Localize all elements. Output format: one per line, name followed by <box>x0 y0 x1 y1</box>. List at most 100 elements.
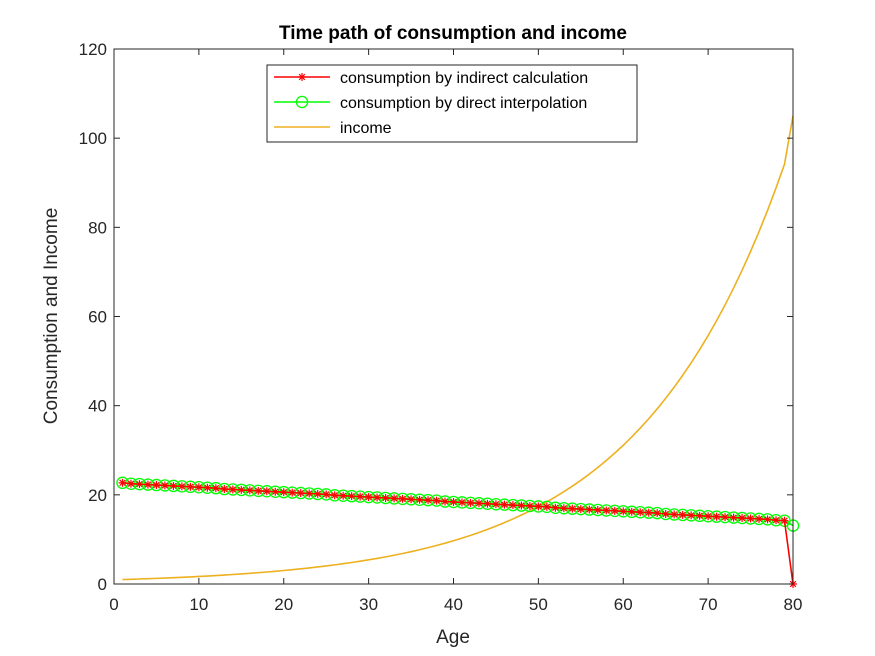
marker-stroke <box>492 500 500 508</box>
data-point-asterisk <box>279 488 288 497</box>
data-point-asterisk <box>500 500 509 509</box>
data-point-asterisk <box>118 478 127 487</box>
marker-stroke <box>501 501 508 508</box>
marker-stroke <box>594 506 602 514</box>
marker-stroke <box>670 511 678 518</box>
marker-stroke <box>314 490 321 498</box>
marker-stroke <box>153 481 160 489</box>
data-point-asterisk <box>288 488 297 497</box>
data-point-asterisk <box>585 505 594 514</box>
marker-stroke <box>416 496 423 503</box>
data-point-asterisk <box>373 493 382 502</box>
marker-stroke <box>246 487 254 494</box>
y-tick-label: 80 <box>88 218 107 237</box>
data-point-asterisk <box>457 498 466 507</box>
data-point-asterisk <box>695 511 704 520</box>
data-point-asterisk <box>143 480 152 489</box>
marker-stroke <box>696 512 703 520</box>
marker-stroke <box>288 489 296 496</box>
data-point-asterisk <box>313 489 322 498</box>
marker-stroke <box>305 490 313 497</box>
marker-stroke <box>229 486 237 493</box>
marker-stroke <box>127 480 135 487</box>
x-tick-label: 70 <box>699 595 718 614</box>
data-point-asterisk <box>661 510 670 519</box>
x-axis-label: Age <box>436 627 470 648</box>
data-point-asterisk <box>407 495 416 504</box>
legend-swatch-marker <box>298 73 306 81</box>
data-point-asterisk <box>271 487 280 496</box>
data-point-asterisk <box>644 508 653 517</box>
legend-label: consumption by indirect calculation <box>340 70 588 87</box>
legend-swatch-marker <box>295 95 309 109</box>
marker-stroke <box>373 494 381 501</box>
data-point-asterisk <box>254 486 263 495</box>
marker-stroke <box>560 504 568 512</box>
marker-stroke <box>509 501 517 509</box>
marker-stroke <box>255 487 262 495</box>
data-point-asterisk <box>653 509 662 518</box>
data-point-asterisk <box>670 510 679 519</box>
y-tick-label: 20 <box>88 486 107 505</box>
data-point-asterisk <box>177 482 186 491</box>
data-point-asterisk <box>432 496 441 505</box>
data-point-asterisk <box>228 485 237 494</box>
marker-stroke <box>484 500 491 508</box>
marker-stroke <box>212 484 220 492</box>
data-point-asterisk <box>627 507 636 516</box>
data-point-asterisk <box>466 498 475 507</box>
data-point-asterisk <box>339 491 348 500</box>
y-tick-label: 120 <box>79 40 107 59</box>
data-point-asterisk <box>364 493 373 502</box>
data-point-asterisk <box>135 480 144 489</box>
marker-stroke <box>603 507 610 514</box>
marker-stroke <box>577 505 585 513</box>
legend-label: consumption by direct interpolation <box>340 95 587 112</box>
data-point-asterisk <box>619 507 628 516</box>
data-point-asterisk <box>721 513 730 522</box>
marker-stroke <box>390 495 398 502</box>
data-point-asterisk <box>746 514 755 523</box>
data-point-asterisk <box>245 486 254 495</box>
x-tick-label: 50 <box>529 595 548 614</box>
marker-stroke <box>535 503 542 510</box>
data-point-asterisk <box>525 501 534 510</box>
marker-stroke <box>178 483 186 490</box>
data-point-asterisk <box>772 516 781 525</box>
marker-stroke <box>552 504 559 512</box>
legend-entry-consumption-by-indirect-calculation: consumption by indirect calculation <box>274 70 588 87</box>
data-point-asterisk <box>508 501 517 510</box>
x-tick-label: 30 <box>359 595 378 614</box>
data-point-asterisk <box>593 505 602 514</box>
marker-stroke <box>721 513 729 521</box>
marker-stroke <box>221 485 228 493</box>
marker-stroke <box>170 482 177 490</box>
data-point-asterisk <box>602 506 611 515</box>
y-axis-label: Consumption and Income <box>41 208 62 425</box>
data-point-asterisk <box>211 484 220 493</box>
marker-stroke <box>755 515 763 523</box>
marker-stroke <box>730 514 737 521</box>
legend-entry-income: income <box>274 120 392 137</box>
marker-stroke <box>161 482 169 489</box>
axes-layer: 0 10 20 30 40 50 60 70 80 0 20 40 60 80 100 120 <box>79 40 803 614</box>
data-point-asterisk <box>322 490 331 499</box>
marker-stroke <box>467 499 474 507</box>
legend-entry-consumption-by-direct-interpolation: consumption by direct interpolation <box>274 95 587 112</box>
marker-stroke <box>738 514 746 522</box>
data-point-asterisk <box>390 494 399 503</box>
marker-stroke <box>586 506 593 513</box>
y-tick-label: 100 <box>79 129 107 148</box>
marker-stroke <box>636 508 644 516</box>
data-point-asterisk <box>415 495 424 504</box>
y-tick-label: 0 <box>98 575 107 594</box>
data-point-asterisk <box>220 485 229 494</box>
marker-stroke <box>679 511 686 519</box>
marker-stroke <box>195 484 203 491</box>
marker-stroke <box>543 503 551 511</box>
series-consumption-by-indirect-calculation <box>118 478 797 588</box>
legend-label: income <box>340 120 392 137</box>
data-point-asterisk <box>542 502 551 511</box>
data-point-asterisk <box>330 491 339 500</box>
data-point-asterisk <box>441 497 450 506</box>
